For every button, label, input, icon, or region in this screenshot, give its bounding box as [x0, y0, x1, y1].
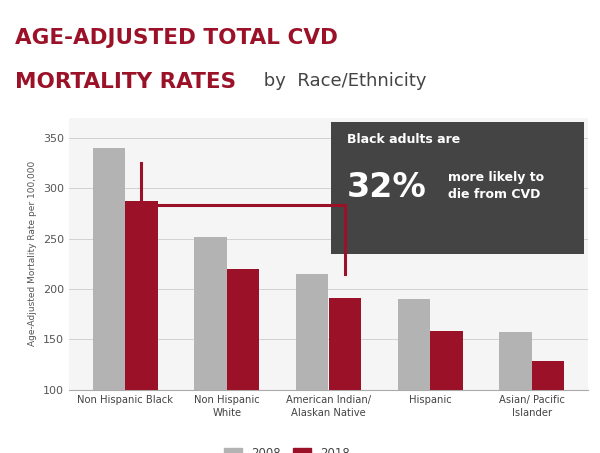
Bar	[125, 201, 158, 453]
Bar	[296, 274, 329, 453]
Bar	[92, 148, 125, 453]
Text: MORTALITY RATES: MORTALITY RATES	[15, 72, 236, 92]
Bar	[329, 298, 361, 453]
Bar	[227, 269, 259, 453]
Text: Black adults are: Black adults are	[347, 133, 460, 146]
Y-axis label: Age-Adjusted Mortality Rate per 100,000: Age-Adjusted Mortality Rate per 100,000	[28, 161, 37, 346]
Text: more likely to
die from CVD: more likely to die from CVD	[448, 171, 544, 201]
Text: 32%: 32%	[347, 171, 427, 204]
FancyBboxPatch shape	[331, 122, 584, 254]
Bar	[398, 299, 430, 453]
Text: by  Race/Ethnicity: by Race/Ethnicity	[258, 72, 427, 90]
Bar	[194, 236, 227, 453]
Text: AGE-ADJUSTED TOTAL CVD: AGE-ADJUSTED TOTAL CVD	[15, 28, 338, 48]
Bar	[499, 332, 532, 453]
Bar	[430, 331, 463, 453]
Legend: 2008, 2018: 2008, 2018	[220, 443, 355, 453]
Bar	[532, 361, 565, 453]
